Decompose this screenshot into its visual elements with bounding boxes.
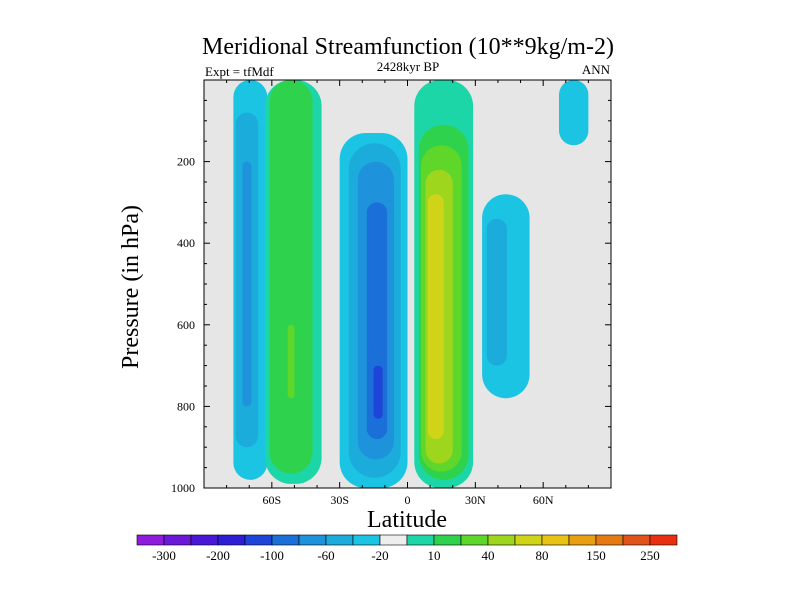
y-tick-label: 1000 [171, 481, 195, 495]
y-axis: 200 400 600 800 1000 [171, 99, 611, 495]
colorbar-swatch [379, 534, 408, 546]
colorbar-swatch [190, 534, 219, 546]
colorbar-swatch [460, 534, 489, 546]
cell-sh-ferrel [269, 80, 313, 474]
x-tick-label: 30N [465, 493, 486, 507]
y-tick-label: 600 [177, 318, 195, 332]
x-axis: 60S 30S 0 30N 60N [226, 80, 589, 507]
colorbar-swatch [568, 534, 597, 546]
cell-nh-ferrel [486, 218, 507, 366]
colorbar-swatch [595, 534, 624, 546]
colorbar-label: 10 [428, 548, 441, 563]
colorbar-swatch [406, 534, 435, 546]
x-tick-label: 60N [533, 493, 554, 507]
time-label: 2428kyr BP [377, 59, 439, 74]
colorbar-swatch [649, 534, 678, 546]
colorbar-label: -100 [260, 548, 284, 563]
experiment-label: Expt = tfMdf [205, 64, 274, 79]
colorbar-swatch [352, 534, 381, 546]
colorbar-label: 40 [482, 548, 495, 563]
cell-sh-ferrel [287, 324, 295, 399]
colorbar-label: 150 [586, 548, 606, 563]
colorbar-swatch [298, 534, 327, 546]
colorbar-swatch [325, 534, 354, 546]
chart-title: Meridional Streamfunction (10**9kg/m-2) [202, 34, 614, 60]
colorbar-label: 250 [640, 548, 660, 563]
colorbar-swatch [244, 534, 273, 546]
colorbar: -300 -200 -100 -60 -20 10 40 80 150 250 [136, 534, 678, 563]
colorbar-label: -300 [152, 548, 176, 563]
cell-sh-hadley [373, 365, 383, 419]
x-tick-label: 0 [405, 493, 411, 507]
y-axis-label: Pressure (in hPa) [118, 205, 144, 369]
colorbar-label: -20 [371, 548, 388, 563]
colorbar-swatch [136, 534, 165, 546]
season-label: ANN [582, 62, 611, 77]
cell-nh-polar [558, 80, 589, 146]
colorbar-swatch [622, 534, 651, 546]
x-tick-label: 60S [262, 493, 281, 507]
colorbar-swatch [217, 534, 246, 546]
y-tick-label: 400 [177, 236, 195, 250]
colorbar-label: -60 [317, 548, 334, 563]
colorbar-swatch [433, 534, 462, 546]
colorbar-swatch [541, 534, 570, 546]
y-tick-label: 800 [177, 399, 195, 413]
colorbar-label: 80 [536, 548, 549, 563]
colorbar-label: -200 [206, 548, 230, 563]
x-axis-label: Latitude [367, 507, 447, 533]
colorbar-swatch [514, 534, 543, 546]
cell-nh-hadley [427, 194, 444, 440]
x-tick-label: 30S [330, 493, 349, 507]
y-tick-label: 200 [177, 155, 195, 169]
colorbar-swatch [487, 534, 516, 546]
colorbar-swatch [163, 534, 192, 546]
colorbar-swatch [271, 534, 300, 546]
cell-sh-polar-direct [242, 161, 252, 407]
contour-fields [233, 80, 589, 488]
